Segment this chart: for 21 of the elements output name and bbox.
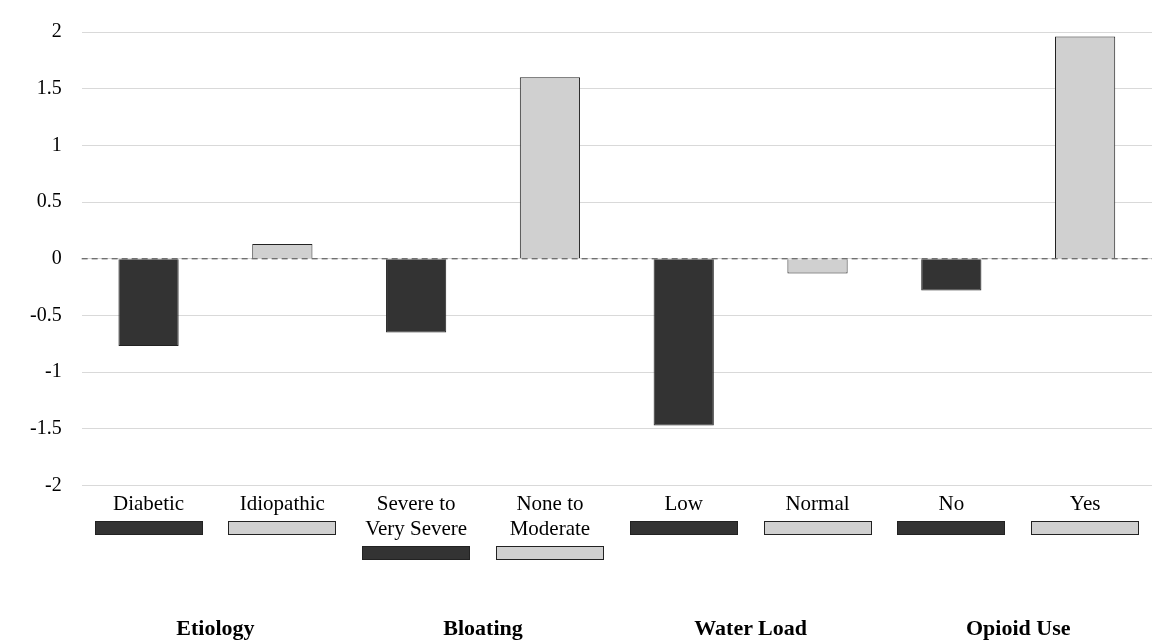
x-tick-label: Low	[664, 490, 704, 515]
x-tick-label: Idiopathic	[239, 490, 325, 515]
y-tick-label: 2	[51, 19, 62, 42]
text: Etiology	[176, 615, 255, 640]
y-tick-label: -1	[44, 359, 62, 382]
y-tick-label: -2	[44, 472, 62, 495]
y-tick-label: 0.5	[36, 189, 62, 212]
x-tick-label: Normal	[785, 490, 850, 515]
y-tick-label: 1	[51, 132, 62, 155]
x-tick-label: None to Moderate	[509, 490, 591, 540]
x-tick-label: Yes	[1069, 490, 1101, 515]
x-tick-label: Severe to Very Severe	[365, 490, 468, 540]
y-tick-label: 1.5	[36, 75, 62, 98]
text: Opioid Use	[965, 615, 1071, 640]
text: Bloating	[443, 615, 523, 640]
y-tick-label: -0.5	[29, 302, 62, 325]
y-tick-label: -1.5	[29, 416, 62, 439]
x-tick-label: No	[938, 490, 965, 515]
text: Water Load	[694, 615, 807, 640]
x-tick-label: Diabetic	[112, 490, 185, 515]
y-tick-label: 0	[51, 246, 62, 269]
